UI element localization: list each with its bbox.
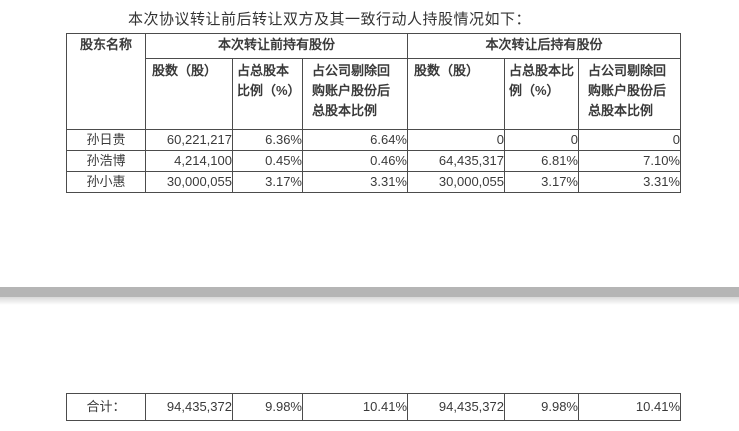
total-value: 10.41% — [302, 393, 408, 421]
shareholder-name: 孙小惠 — [66, 171, 146, 193]
cell-value: 3.17% — [504, 171, 579, 193]
cell-value: 0 — [407, 129, 505, 151]
cell-value: 4,214,100 — [145, 150, 233, 172]
col-header-shareholder-name: 股东名称 — [66, 33, 146, 130]
shareholder-name: 孙浩博 — [66, 150, 146, 172]
total-value: 9.98% — [232, 393, 303, 421]
shareholder-name: 孙日贵 — [66, 129, 146, 151]
cell-value: 30,000,055 — [407, 171, 505, 193]
cell-value: 3.17% — [232, 171, 303, 193]
table-row: 孙日贵 60,221,217 6.36% 6.64% 0 0 0 — [66, 129, 681, 151]
total-value: 10.41% — [578, 393, 681, 421]
cell-value: 6.36% — [232, 129, 303, 151]
col-header-pct-ex-buyback-after: 占公司剔除回购账户股份后总股本比例 — [578, 58, 681, 130]
cell-value: 6.64% — [302, 129, 408, 151]
cell-value: 0.46% — [302, 150, 408, 172]
cell-value: 3.31% — [302, 171, 408, 193]
header-row-subcolumns: 股数（股） 占总股本比例（%） 占公司剔除回购账户股份后总股本比例 股数（股） … — [67, 58, 681, 130]
header-row-groups: 股东名称 本次转让前持有股份 本次转让后持有股份 — [66, 33, 681, 130]
holdings-table: 股东名称 本次转让前持有股份 本次转让后持有股份 股数（股） 占总股本比例（%）… — [66, 33, 681, 193]
page-separator-bar — [0, 287, 739, 305]
cell-value: 3.31% — [578, 171, 681, 193]
cell-value: 0.45% — [232, 150, 303, 172]
col-header-shares-after: 股数（股） — [407, 58, 505, 130]
total-row: 合计： 94,435,372 9.98% 10.41% 94,435,372 9… — [66, 393, 681, 421]
cell-value: 64,435,317 — [407, 150, 505, 172]
table-row: 孙浩博 4,214,100 0.45% 0.46% 64,435,317 6.8… — [66, 150, 681, 172]
section-title: 本次协议转让前后转让双方及其一致行动人持股情况如下： — [128, 11, 532, 28]
cell-value: 30,000,055 — [145, 171, 233, 193]
table-row: 孙小惠 30,000,055 3.17% 3.31% 30,000,055 3.… — [66, 171, 681, 193]
cell-value: 0 — [504, 129, 579, 151]
cell-value: 0 — [578, 129, 681, 151]
total-label: 合计： — [66, 393, 146, 421]
cell-value: 60,221,217 — [145, 129, 233, 151]
total-value: 94,435,372 — [407, 393, 505, 421]
total-value: 9.98% — [504, 393, 579, 421]
col-header-shares-before: 股数（股） — [145, 58, 233, 130]
total-row-table: 合计： 94,435,372 9.98% 10.41% 94,435,372 9… — [66, 393, 681, 421]
group-header-after-transfer: 本次转让后持有股份 — [407, 33, 681, 59]
cell-value: 6.81% — [504, 150, 579, 172]
col-header-pct-before: 占总股本比例（%） — [232, 58, 303, 130]
total-value: 94,435,372 — [145, 393, 233, 421]
cell-value: 7.10% — [578, 150, 681, 172]
col-header-pct-after: 占总股本比例（%） — [504, 58, 579, 130]
col-header-pct-ex-buyback-before: 占公司剔除回购账户股份后总股本比例 — [302, 58, 408, 130]
group-header-before-transfer: 本次转让前持有股份 — [145, 33, 408, 59]
